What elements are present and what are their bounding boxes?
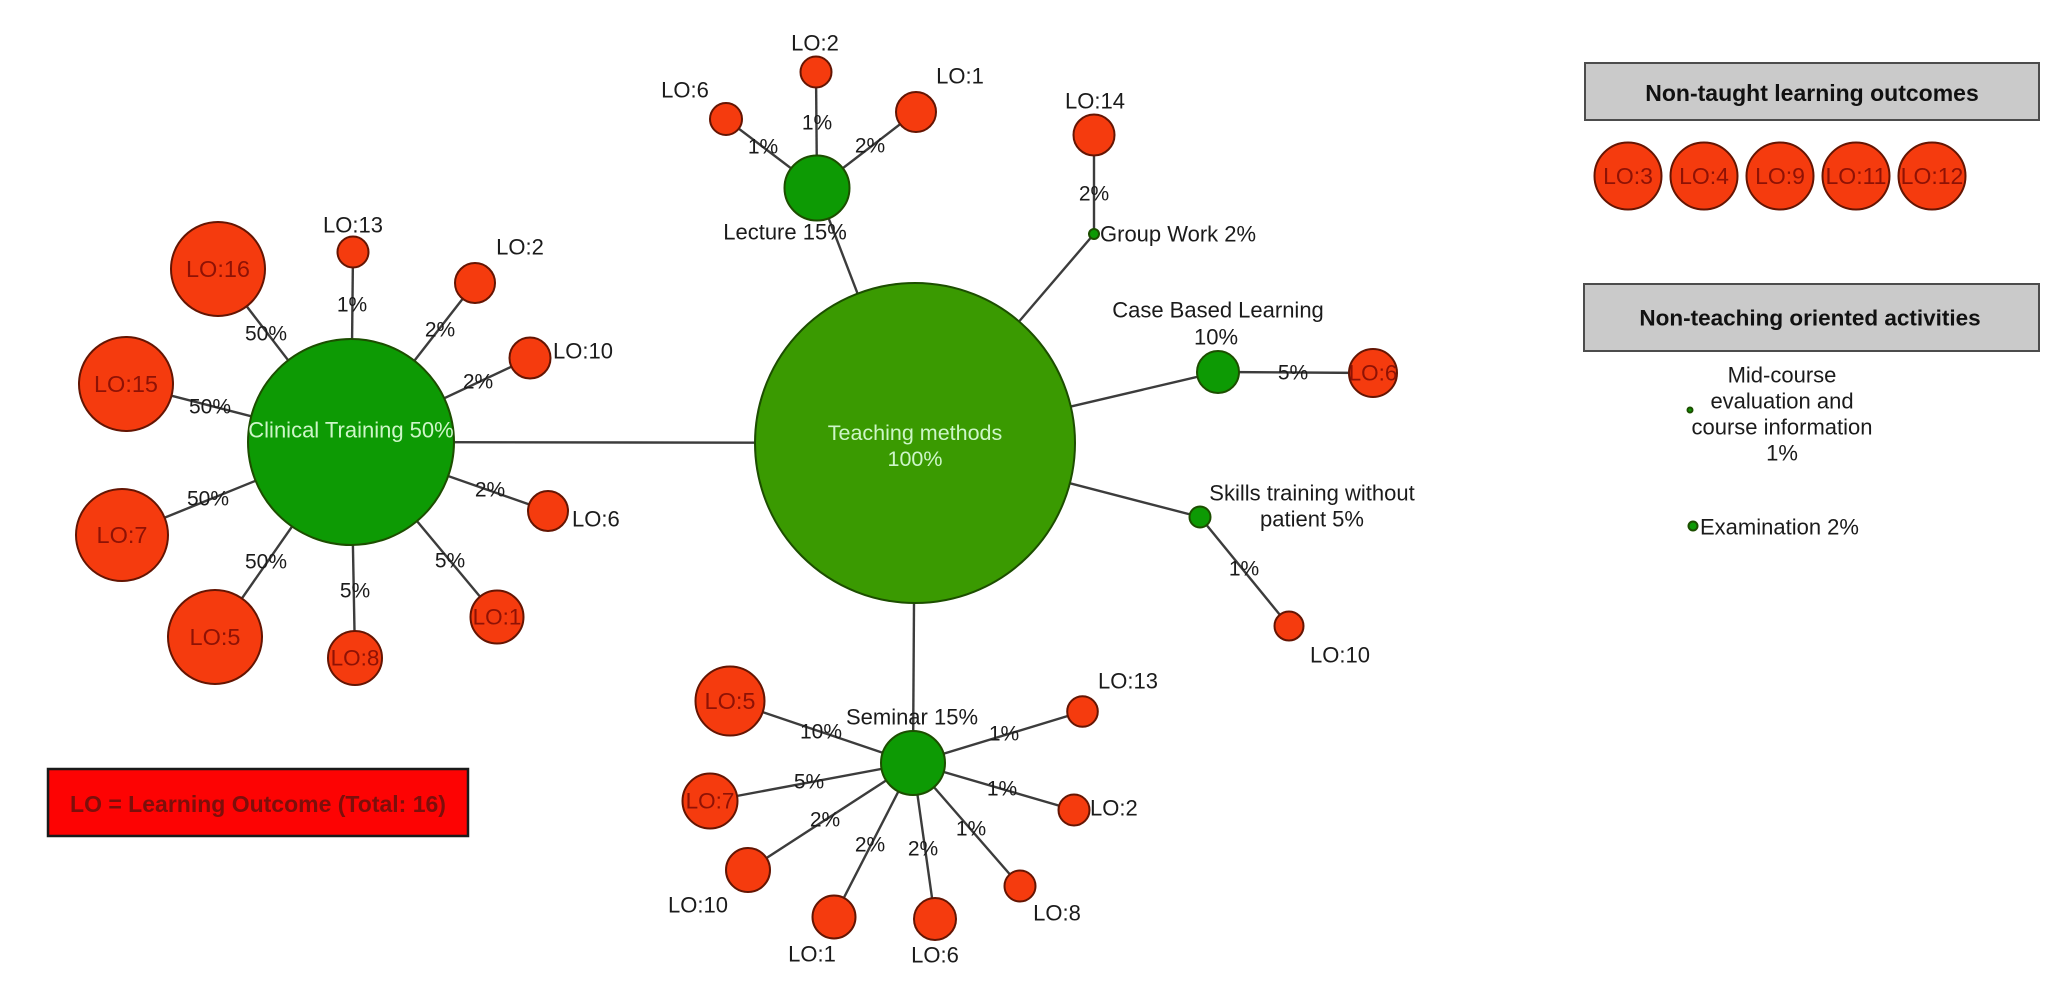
svg-text:1%: 1% [748,136,778,159]
svg-text:LO:8: LO:8 [1033,901,1081,926]
svg-text:LO:6: LO:6 [1349,361,1398,386]
svg-text:2%: 2% [425,319,455,342]
svg-text:1%: 1% [987,778,1017,801]
svg-text:LO:16: LO:16 [186,256,250,282]
svg-text:5%: 5% [340,580,370,603]
svg-text:LO:9: LO:9 [1755,163,1805,189]
svg-text:LO:3: LO:3 [1603,163,1653,189]
svg-text:5%: 5% [794,771,824,794]
svg-text:Non-taught learning outcomes: Non-taught learning outcomes [1645,80,1979,106]
svg-text:10%: 10% [1194,325,1238,350]
svg-text:LO:8: LO:8 [331,646,380,671]
svg-text:LO:6: LO:6 [661,78,709,103]
svg-text:LO:2: LO:2 [1090,796,1138,821]
svg-text:50%: 50% [187,488,229,511]
svg-text:LO:10: LO:10 [668,893,728,918]
svg-text:1%: 1% [1766,441,1798,466]
svg-text:LO:5: LO:5 [705,688,756,714]
svg-text:LO:12: LO:12 [1901,163,1964,189]
svg-text:2%: 2% [810,809,840,832]
svg-text:Skills training without: Skills training without [1209,481,1414,506]
svg-text:LO:13: LO:13 [1098,669,1158,694]
svg-text:2%: 2% [908,838,938,861]
svg-text:50%: 50% [245,551,287,574]
svg-text:50%: 50% [245,323,287,346]
svg-text:Lecture 15%: Lecture 15% [723,220,847,245]
svg-text:1%: 1% [989,723,1019,746]
svg-text:2%: 2% [463,371,493,394]
svg-text:2%: 2% [1079,183,1109,206]
svg-text:LO:10: LO:10 [1310,643,1370,668]
svg-text:1%: 1% [1229,558,1259,581]
svg-text:LO:6: LO:6 [572,507,620,532]
svg-text:100%: 100% [888,447,943,471]
svg-text:patient 5%: patient 5% [1260,507,1364,532]
svg-text:Clinical Training 50%: Clinical Training 50% [248,418,453,443]
svg-text:Teaching methods: Teaching methods [828,421,1003,445]
svg-text:LO:4: LO:4 [1679,163,1729,189]
svg-text:10%: 10% [800,721,842,744]
svg-text:LO:1: LO:1 [936,64,984,89]
svg-text:LO:7: LO:7 [686,789,735,814]
svg-text:evaluation and: evaluation and [1710,389,1853,414]
svg-text:Mid-course: Mid-course [1728,363,1837,388]
svg-text:LO:1: LO:1 [473,605,522,630]
svg-text:Seminar 15%: Seminar 15% [846,705,978,730]
svg-text:1%: 1% [956,818,986,841]
svg-text:1%: 1% [337,294,367,317]
svg-text:course information: course information [1692,415,1873,440]
svg-text:LO:11: LO:11 [1826,163,1887,189]
svg-text:5%: 5% [435,550,465,573]
svg-text:LO = Learning Outcome (Total:: LO = Learning Outcome (Total: 16) [70,791,446,817]
svg-text:Examination 2%: Examination 2% [1700,515,1859,540]
svg-text:LO:2: LO:2 [496,235,544,260]
svg-text:LO:13: LO:13 [323,213,383,238]
svg-text:LO:10: LO:10 [553,339,613,364]
svg-text:LO:6: LO:6 [911,943,959,968]
svg-text:Case Based Learning: Case Based Learning [1112,298,1324,323]
svg-text:2%: 2% [855,834,885,857]
svg-text:LO:7: LO:7 [97,522,148,548]
svg-text:LO:2: LO:2 [791,31,839,56]
svg-text:Group Work 2%: Group Work 2% [1100,222,1256,247]
svg-text:2%: 2% [475,479,505,502]
svg-text:LO:5: LO:5 [190,624,241,650]
svg-text:LO:1: LO:1 [788,942,836,967]
svg-text:LO:15: LO:15 [94,371,158,397]
svg-text:50%: 50% [189,396,231,419]
svg-text:1%: 1% [802,112,832,135]
svg-text:5%: 5% [1278,362,1308,385]
svg-text:LO:14: LO:14 [1065,89,1125,114]
svg-text:Non-teaching oriented activiti: Non-teaching oriented activities [1639,306,1980,331]
svg-text:2%: 2% [855,135,885,158]
